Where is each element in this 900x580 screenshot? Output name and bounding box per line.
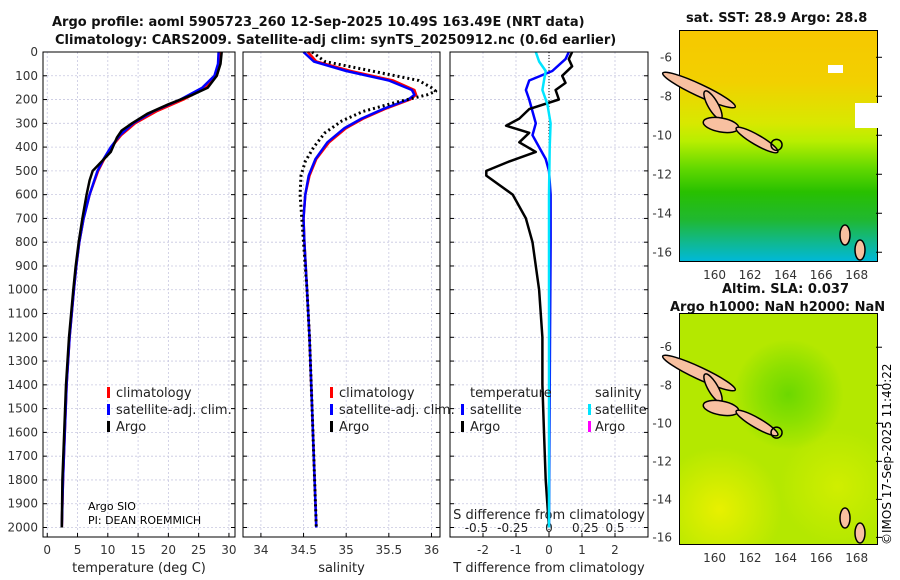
x2-tick-label: 0 xyxy=(545,521,553,535)
x-axis-label: T difference from climatology xyxy=(452,561,645,576)
x-tick-label: 30 xyxy=(221,543,236,557)
series-argo xyxy=(298,50,438,528)
x-tick-label: 5 xyxy=(74,543,82,557)
annotation-line-2: PI: DEAN ROEMMICH xyxy=(88,514,202,527)
legend-swatch xyxy=(461,404,464,415)
x-tick-label: 20 xyxy=(161,543,176,557)
y-tick-label: 500 xyxy=(15,164,38,178)
legend-swatch xyxy=(588,421,591,432)
x-tick-label: 2 xyxy=(611,543,619,557)
y-tick-label: 0 xyxy=(30,45,38,59)
legend-title-salinity: salinity xyxy=(595,386,642,401)
y-tick-label: 400 xyxy=(15,140,38,154)
y-tick-label: 1100 xyxy=(7,307,38,321)
x-axis-label: temperature (deg C) xyxy=(72,561,206,576)
legend-swatch xyxy=(107,421,110,432)
legend-label: climatology xyxy=(116,386,192,401)
panel-frame xyxy=(42,51,236,538)
y-tick-label: 200 xyxy=(15,93,38,107)
panel-2: -2 -1 0 1 2 T difference from climatology -0.5… xyxy=(449,51,649,576)
x-tick-label: 15 xyxy=(130,543,145,557)
legend-label: satellite-adj. clim. xyxy=(339,403,455,418)
y-tick-label: 100 xyxy=(15,69,38,83)
series-argo xyxy=(60,51,223,528)
sla-map-title-2: Argo h1000: NaN h2000: NaN xyxy=(670,300,886,315)
annotation-line-1: Argo SIO xyxy=(88,500,136,513)
x-tick-label: -2 xyxy=(477,543,489,557)
legend-swatch xyxy=(330,387,333,398)
y-tick-label: 300 xyxy=(15,116,38,130)
legend-label: Argo xyxy=(595,420,625,435)
legend-swatch xyxy=(330,421,333,432)
x-tick-label: 36 xyxy=(424,543,439,557)
y-tick-label: 700 xyxy=(15,211,38,225)
x-tick-label: 1 xyxy=(578,543,586,557)
credit-text: ©IMOS 17-Sep-2025 11:40:22 xyxy=(880,363,894,545)
legend-swatch xyxy=(588,404,591,415)
y-tick-label: 1000 xyxy=(7,283,38,297)
y-tick-label: 1500 xyxy=(7,402,38,416)
series-salinity-satellite xyxy=(534,51,552,528)
sst-map-title: sat. SST: 28.9 Argo: 28.8 xyxy=(686,11,868,26)
x-tick-label: 34.5 xyxy=(290,543,317,557)
legend-swatch xyxy=(461,421,464,432)
series-temperature-argo xyxy=(485,51,574,528)
legend-swatch xyxy=(330,404,333,415)
x-tick-label: 35 xyxy=(339,543,354,557)
y-tick-label: 2000 xyxy=(7,520,38,534)
x-tick-label: 25 xyxy=(191,543,206,557)
x2-tick-label: 0.25 xyxy=(572,521,599,535)
y-tick-label: 900 xyxy=(15,259,38,273)
panel-0: 0100200300400500600700800900100011001200… xyxy=(7,45,236,576)
legend-label: satellite xyxy=(470,403,522,418)
panel-1: 34 34.5 35 35.5 36 salinity climatology satelli… xyxy=(242,50,455,576)
panel-frame xyxy=(242,51,441,538)
x2-tick-label: -0.5 xyxy=(465,521,488,535)
sla-map-title-1: Altim. SLA: 0.037 xyxy=(722,282,849,297)
legend-label: satellite xyxy=(595,403,647,418)
legend-label: Argo xyxy=(116,420,146,435)
y-tick-label: 1900 xyxy=(7,497,38,511)
legend-label: climatology xyxy=(339,386,415,401)
y-tick-label: 800 xyxy=(15,235,38,249)
x-tick-label: -1 xyxy=(510,543,522,557)
x2-tick-label: -0.25 xyxy=(497,521,528,535)
x-tick-label: 34 xyxy=(253,543,268,557)
series-temperature-satellite xyxy=(524,51,570,528)
x-axis-label: salinity xyxy=(318,561,365,576)
title-line-2: Climatology: CARS2009. Satellite-adj cli… xyxy=(55,33,617,48)
y-tick-label: 1800 xyxy=(7,473,38,487)
x-tick-label: 35.5 xyxy=(375,543,402,557)
x2-tick-label: 0.5 xyxy=(605,521,624,535)
x-tick-label: 0 xyxy=(43,543,51,557)
legend-swatch xyxy=(107,387,110,398)
legend-swatch xyxy=(107,404,110,415)
y-tick-label: 600 xyxy=(15,188,38,202)
legend-label: Argo xyxy=(470,420,500,435)
y-tick-label: 1300 xyxy=(7,354,38,368)
x-tick-label: 0 xyxy=(545,543,553,557)
legend-label: satellite-adj. clim. xyxy=(116,403,232,418)
title-line-1: Argo profile: aoml 5905723_260 12-Sep-20… xyxy=(52,15,585,30)
panel-frame xyxy=(449,51,649,538)
sla-map xyxy=(679,313,878,545)
y-tick-label: 1600 xyxy=(7,425,38,439)
sst-map xyxy=(679,30,878,262)
legend-title-temperature: temperature xyxy=(470,386,552,401)
y-tick-label: 1200 xyxy=(7,330,38,344)
y-tick-label: 1700 xyxy=(7,449,38,463)
legend-label: Argo xyxy=(339,420,369,435)
x-tick-label: 10 xyxy=(100,543,115,557)
y-tick-label: 1400 xyxy=(7,378,38,392)
